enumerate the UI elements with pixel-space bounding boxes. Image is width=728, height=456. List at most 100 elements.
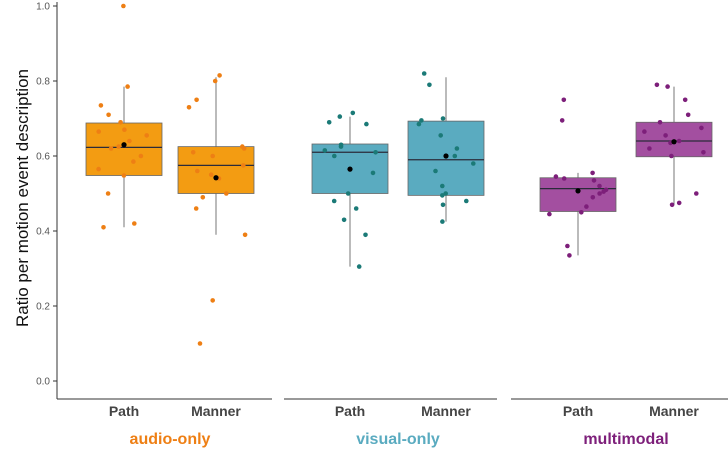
data-point	[669, 202, 675, 208]
data-point	[122, 127, 127, 132]
data-point	[341, 217, 347, 223]
data-point	[682, 97, 688, 103]
data-point	[440, 202, 446, 208]
data-point	[654, 82, 660, 88]
data-point	[464, 198, 469, 204]
group-audio-only	[85, 3, 255, 346]
group-visual-only	[311, 71, 485, 269]
data-point	[443, 191, 449, 196]
data-point	[118, 120, 123, 125]
x-axis-labels: Path Manner audio-only Path Manner visual-onl…	[109, 403, 700, 448]
mean-point	[121, 142, 127, 148]
mean-point	[443, 153, 449, 159]
data-point	[144, 133, 149, 138]
data-point	[138, 153, 144, 159]
data-point	[663, 133, 668, 138]
data-point	[685, 112, 691, 118]
data-point	[584, 204, 589, 209]
data-point	[326, 120, 332, 125]
data-point	[694, 191, 699, 196]
data-point	[364, 121, 369, 127]
data-point	[373, 150, 378, 155]
data-point	[127, 138, 132, 144]
data-point	[363, 232, 368, 238]
data-point	[194, 97, 199, 103]
data-point	[241, 146, 247, 151]
y-axis-title: Ratio per motion event description	[13, 69, 32, 327]
data-point	[186, 105, 192, 110]
data-point	[579, 210, 584, 215]
y-tick-label: 0.6	[36, 152, 50, 163]
data-point	[98, 103, 104, 108]
data-point	[440, 183, 445, 189]
data-point	[212, 78, 218, 84]
mean-point	[213, 175, 219, 181]
data-point	[116, 144, 121, 149]
data-point	[200, 195, 206, 200]
category-label: Path	[109, 403, 139, 419]
box-body	[539, 177, 617, 212]
y-tick-label: 0.0	[36, 377, 50, 388]
box-visual-only-path	[311, 110, 389, 269]
data-point	[419, 118, 424, 123]
group-label-visual-only: visual-only	[356, 431, 440, 448]
data-point	[665, 84, 670, 89]
data-point	[657, 120, 663, 125]
data-point	[676, 138, 682, 144]
box-audio-only-path	[85, 3, 163, 230]
y-tick-label: 0.8	[36, 77, 50, 88]
data-point	[96, 166, 101, 172]
category-label: Manner	[191, 403, 241, 419]
box-visual-only-manner	[407, 71, 485, 224]
data-point	[242, 232, 248, 238]
group-label-audio-only: audio-only	[130, 431, 211, 448]
data-point	[561, 97, 567, 103]
box-multimodal-manner	[635, 82, 713, 208]
data-point	[590, 170, 595, 176]
data-point	[345, 191, 351, 196]
category-label: Path	[335, 403, 365, 419]
data-point	[217, 73, 222, 78]
group-multimodal	[539, 82, 713, 258]
data-point	[471, 161, 476, 166]
data-point	[101, 225, 106, 230]
y-tick-label: 1.0	[36, 2, 50, 13]
data-point	[210, 298, 215, 303]
data-point	[597, 183, 602, 189]
mean-point	[671, 139, 677, 145]
group-label-multimodal: multimodal	[583, 431, 668, 448]
data-point	[601, 189, 606, 194]
data-point	[433, 168, 438, 174]
box-multimodal-path	[539, 97, 617, 258]
data-point	[331, 198, 337, 204]
mean-point	[575, 188, 581, 194]
data-point	[701, 150, 706, 155]
data-point	[332, 153, 337, 159]
data-point	[125, 84, 130, 89]
data-point	[210, 153, 215, 159]
data-point	[241, 163, 246, 168]
data-point	[121, 173, 127, 178]
data-point	[559, 118, 565, 123]
data-point	[567, 253, 572, 258]
data-point	[224, 191, 229, 196]
category-label: Path	[563, 403, 593, 419]
data-point	[121, 3, 126, 9]
data-point	[193, 206, 199, 211]
data-point	[421, 71, 427, 76]
data-point	[440, 193, 445, 198]
data-point	[699, 125, 704, 131]
data-point	[131, 159, 136, 164]
box-body	[177, 146, 255, 194]
data-point	[440, 219, 445, 224]
data-point	[427, 82, 432, 88]
data-point	[590, 195, 596, 200]
data-point	[96, 129, 101, 134]
data-point	[356, 264, 362, 269]
data-point	[438, 133, 444, 138]
data-point	[370, 170, 376, 176]
data-point	[416, 121, 422, 127]
data-point	[591, 178, 597, 183]
data-point	[452, 153, 458, 159]
